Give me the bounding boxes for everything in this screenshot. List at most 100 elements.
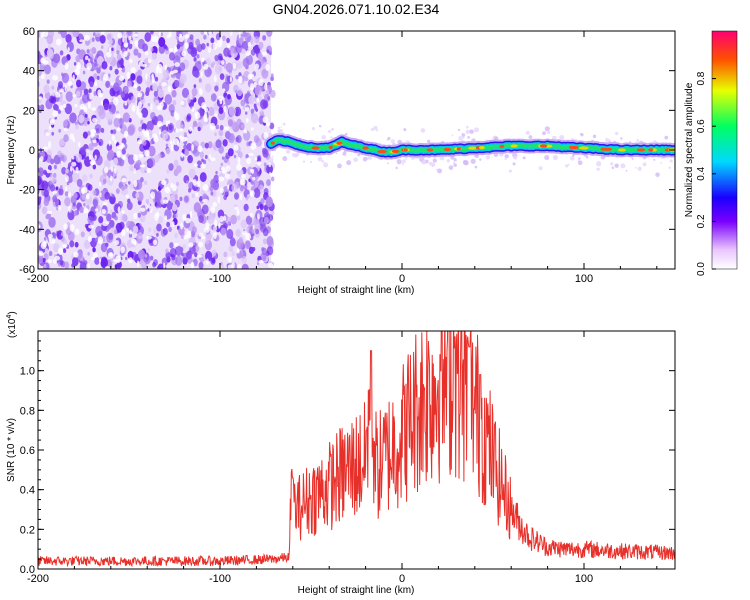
noise-blob (149, 31, 154, 35)
noise-blob (187, 94, 191, 99)
noise-gap (116, 127, 121, 132)
noise-gap (117, 206, 121, 214)
halo-dot (462, 136, 465, 139)
noise-blob (250, 108, 255, 114)
noise-blob (54, 104, 59, 112)
noise-blob (58, 31, 62, 35)
halo-dot (485, 155, 491, 160)
noise-blob (270, 75, 274, 82)
noise-blob (262, 238, 268, 245)
hotspot (544, 144, 553, 148)
noise-gap (137, 92, 143, 98)
y-tick-label: -60 (19, 264, 35, 276)
halo-dot (342, 151, 347, 156)
noise-gap (195, 192, 199, 197)
noise-blob (72, 31, 80, 38)
halo-dot (465, 125, 469, 129)
noise-gap (92, 252, 98, 259)
noise-gap (172, 221, 175, 228)
noise-blob (153, 199, 156, 203)
noise-blob (161, 129, 169, 141)
noise-blob (105, 111, 114, 122)
hotspot (651, 148, 657, 152)
noise-blob (104, 159, 111, 169)
x-tick-label: -100 (209, 273, 231, 285)
halo-dot (570, 156, 575, 161)
noise-gap (193, 163, 198, 168)
halo-dot (538, 166, 543, 171)
noise-gap (73, 251, 79, 258)
noise-blob (215, 170, 218, 175)
noise-blob (237, 151, 243, 159)
colorbar-tick-label: 0.8 (696, 71, 707, 85)
halo-dot (544, 126, 550, 132)
noise-gap (85, 148, 89, 153)
y-tick-label: 0.2 (20, 524, 35, 536)
noise-blob (165, 248, 169, 254)
noise-blob (186, 142, 193, 152)
noise-gap (152, 239, 158, 246)
noise-blob (80, 146, 87, 156)
noise-blob (242, 105, 246, 111)
halo-dot (508, 169, 512, 173)
noise-blob (267, 96, 271, 101)
noise-blob (254, 106, 258, 111)
noise-blob (223, 251, 228, 258)
noise-blob (166, 122, 175, 133)
noise-gap (49, 125, 52, 131)
noise-gap (164, 186, 171, 194)
noise-gap (198, 87, 202, 95)
noise-gap (179, 135, 183, 140)
noise-gap (121, 155, 126, 161)
noise-blob (84, 223, 88, 229)
noise-gap (202, 184, 209, 192)
noise-blob (141, 93, 145, 97)
noise-blob (46, 212, 52, 220)
noise-gap (252, 176, 256, 181)
noise-blob (186, 113, 192, 120)
noise-blob (176, 165, 182, 174)
noise-gap (114, 139, 117, 145)
noise-blob (158, 36, 166, 48)
noise-gap (155, 211, 160, 219)
noise-gap (257, 161, 262, 166)
halo-dot (620, 163, 626, 169)
noise-blob (262, 148, 269, 158)
noise-gap (258, 259, 264, 264)
noise-blob (140, 119, 144, 125)
noise-gap (184, 34, 190, 39)
noise-blob (82, 174, 88, 182)
snr-x-label: Height of straight line (km) (298, 585, 415, 596)
noise-gap (153, 135, 159, 143)
noise-gap (174, 62, 180, 68)
hotspot (403, 148, 408, 152)
noise-gap (67, 192, 72, 197)
y-tick-label: -20 (19, 185, 35, 197)
noise-blob (234, 141, 237, 145)
halo-dot (448, 165, 454, 170)
hotspot (499, 144, 505, 149)
noise-blob (166, 200, 174, 211)
noise-gap (214, 219, 218, 228)
noise-blob (90, 216, 94, 222)
noise-blob (110, 209, 113, 213)
halo-dot (462, 159, 468, 165)
noise-blob (55, 186, 59, 191)
noise-blob (201, 158, 204, 162)
noise-gap (207, 46, 211, 53)
noise-blob (194, 60, 202, 72)
noise-gap (91, 133, 96, 137)
noise-blob (182, 244, 186, 249)
halo-dot (277, 126, 281, 130)
noise-blob (44, 248, 49, 254)
noise-blob (145, 198, 150, 204)
noise-blob (82, 131, 88, 139)
noise-blob (149, 255, 154, 261)
noise-gap (52, 75, 59, 81)
y-tick-label: 0.0 (20, 564, 35, 576)
snr-y-label: SNR (10 * v/v) (6, 418, 17, 482)
noise-blob (132, 225, 139, 234)
noise-gap (114, 239, 120, 246)
noise-blob (65, 168, 69, 174)
halo-dot (302, 160, 306, 163)
